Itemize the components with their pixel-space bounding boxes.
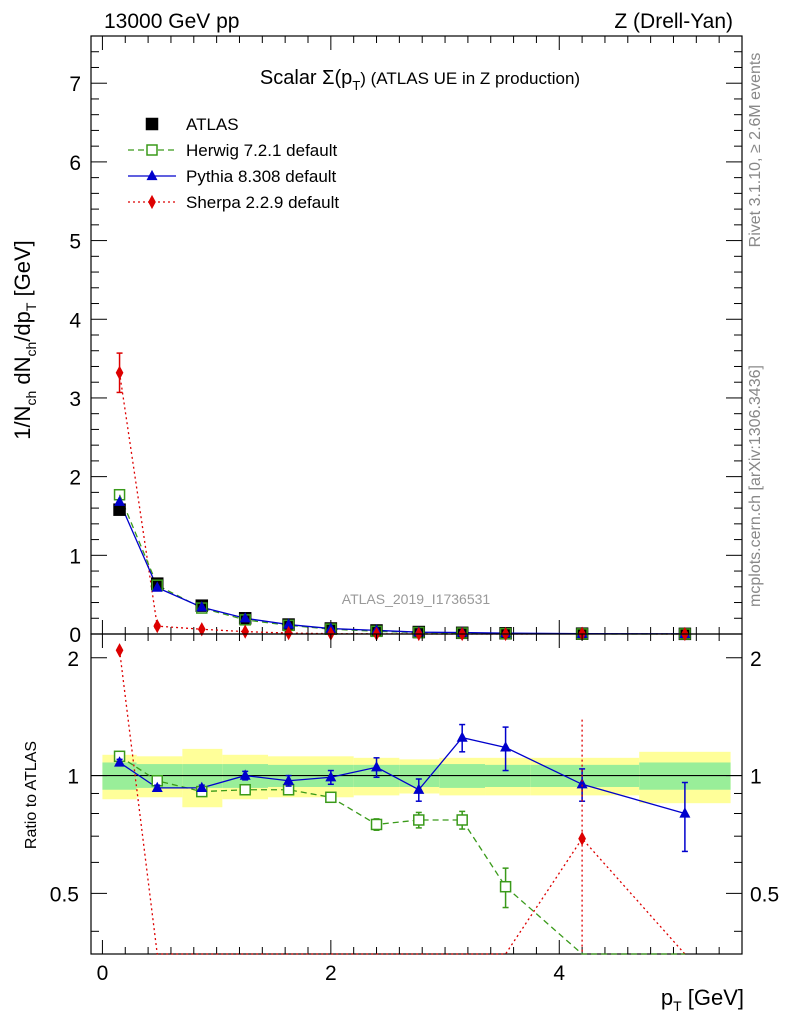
sherpa-point [115,365,124,380]
sherpa-ratio-point [115,643,124,658]
y-tick-label: 2 [69,467,81,490]
y-tick-label: 4 [69,309,81,332]
sherpa-ratio-point [578,831,586,846]
legend-label: Pythia 8.308 default [186,167,337,186]
pythia-point [239,612,251,623]
sherpa-point [197,622,206,637]
legend-label: Herwig 7.2.1 default [186,141,337,160]
pythia-ratio-point [151,781,163,793]
pythia-ratio-point [196,781,208,793]
y-tick-label: 6 [69,152,81,175]
analysis-tag: ATLAS_2019_I1736531 [342,591,491,607]
pythia-ratio-point [413,783,425,794]
x-tick-label: 4 [553,962,565,985]
ratio-plot: 0 2 4 0.5 0.5 1 1 2 2 [50,633,779,985]
ratio-y-tick-label: 0.5 [50,883,79,906]
pythia-point [114,495,126,506]
plot-title: Scalar Σ(pT) (ATLAS UE in Z production) [260,67,580,93]
ratio-y-tick-label: 2 [67,648,79,671]
herwig-ratio-line [119,755,685,955]
pythia-ratio-point [500,741,512,752]
mcplots-label: mcplots.cern.ch [arXiv:1306.3436] [747,365,764,607]
herwig-ratio-point [239,783,251,796]
legend-marker-atlas [145,117,159,131]
pythia-ratio-point [456,731,468,742]
herwig-line [118,494,685,635]
legend-label: ATLAS [186,115,239,134]
y-tick-label: 0 [69,624,81,647]
pythia-line [118,501,685,635]
legend-label: Sherpa 2.2.9 default [186,193,339,212]
pythia-ratio-line [119,736,686,815]
pythia-point [196,601,208,612]
header-right: Z (Drell-Yan) [614,10,733,33]
ratio-axis-label: Ratio to ATLAS [23,741,40,849]
herwig-ratio-point [325,791,337,804]
herwig-ratio-point [499,880,512,893]
pythia-ratio-point [325,771,337,782]
y-tick-label: 1 [69,545,81,568]
ratio-y-tick-label: 1 [67,766,79,789]
legend-marker-herwig [146,144,158,156]
rivet-label: Rivet 3.1.10, ≥ 2.6M events [747,53,764,248]
legend-marker-sherpa [148,194,156,210]
pythia-ratio-point [283,774,295,785]
y-axis-label: 1/Nch dNch/dpT [GeV] [10,240,39,440]
x-axis-label: pT [GeV] [661,985,744,1014]
herwig-ratio-point [413,814,425,826]
x-tick-label: 2 [325,962,337,985]
pythia-ratio-point [114,756,126,767]
x-tick-label: 0 [97,962,109,985]
pythia-ratio-point [239,769,251,780]
ratio-y-tick-label-right: 0.5 [750,883,779,906]
y-tick-label: 5 [69,231,81,254]
y-tick-label: 7 [69,73,81,96]
legend-marker-pythia [146,169,158,181]
herwig-ratio-point [370,818,383,831]
sherpa-point [153,618,162,634]
sherpa-point [241,624,250,639]
ratio-y-tick-label-right: 1 [750,766,762,789]
pythia-ratio-point [679,807,691,818]
pythia-ratio-point [576,778,588,789]
y-tick-label: 3 [69,388,81,411]
ratio-y-tick-label-right: 2 [750,648,762,671]
pythia-point [283,618,295,629]
header-left: 13000 GeV pp [104,10,239,33]
sherpa-point [284,625,293,641]
herwig-ratio-point [456,814,468,826]
main-plot: 0 1 2 3 4 5 6 7 [69,35,743,647]
pythia-point [151,581,163,592]
legend: ATLAS Herwig 7.2.1 default Pythia 8.308 de… [128,115,339,212]
pythia-ratio-point [371,761,383,772]
